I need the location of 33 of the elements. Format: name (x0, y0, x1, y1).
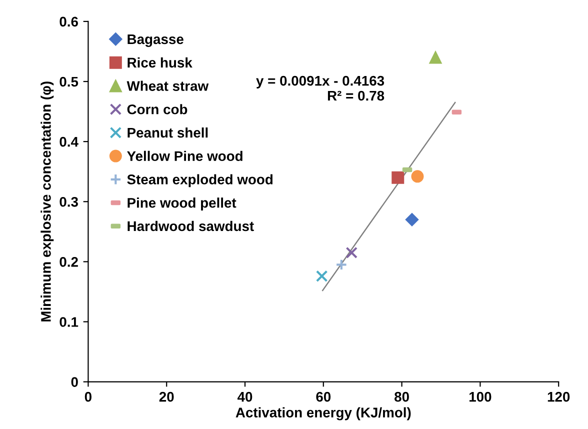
point (346, 246, 358, 259)
point (316, 270, 328, 282)
x-tick-label: 20 (159, 392, 174, 402)
y-tick-label: 0.3 (60, 196, 78, 207)
y-tick-label: 0.2 (60, 257, 78, 267)
y-tick-label: 0.1 (60, 317, 78, 327)
y-tick-label: 0.4 (60, 136, 78, 147)
x-tick-label: 60 (316, 392, 331, 402)
legend-label: Steam exploded wood (127, 174, 272, 188)
legend-label: Hardwood sawdust (128, 220, 254, 232)
point (411, 170, 424, 183)
legend-label: Peanut shell (128, 127, 208, 138)
x-tick-label: 40 (237, 392, 252, 402)
point (405, 213, 419, 226)
legend-label: Wheat straw (126, 80, 209, 91)
x-tick-label: 100 (469, 392, 492, 402)
legend-label: Corn cob (127, 104, 188, 114)
x-tick-label: 120 (548, 392, 570, 402)
legend-label: Pine wood pellet (128, 198, 236, 211)
y-tick-label: 0.6 (60, 16, 78, 27)
y-axis-title: Minimum explosive concentation (φ) (40, 82, 54, 322)
y-tick-label: 0.5 (60, 76, 78, 87)
legend-label: Rice husk (128, 57, 192, 68)
annotation: y = 0.0091x - 0.4163 R² = 0.78 (256, 76, 384, 101)
point (392, 171, 404, 184)
point (429, 51, 442, 64)
x-tick-label: 80 (394, 392, 409, 402)
x-axis-title: Activation energy (KJ/mol) (236, 407, 411, 420)
legend-label: Yellow Pine wood (127, 150, 242, 162)
point (336, 258, 348, 271)
legend-label: Bagasse (128, 34, 184, 47)
y-tick-label: 0 (71, 377, 78, 387)
x-tick-label: 0 (84, 392, 92, 402)
